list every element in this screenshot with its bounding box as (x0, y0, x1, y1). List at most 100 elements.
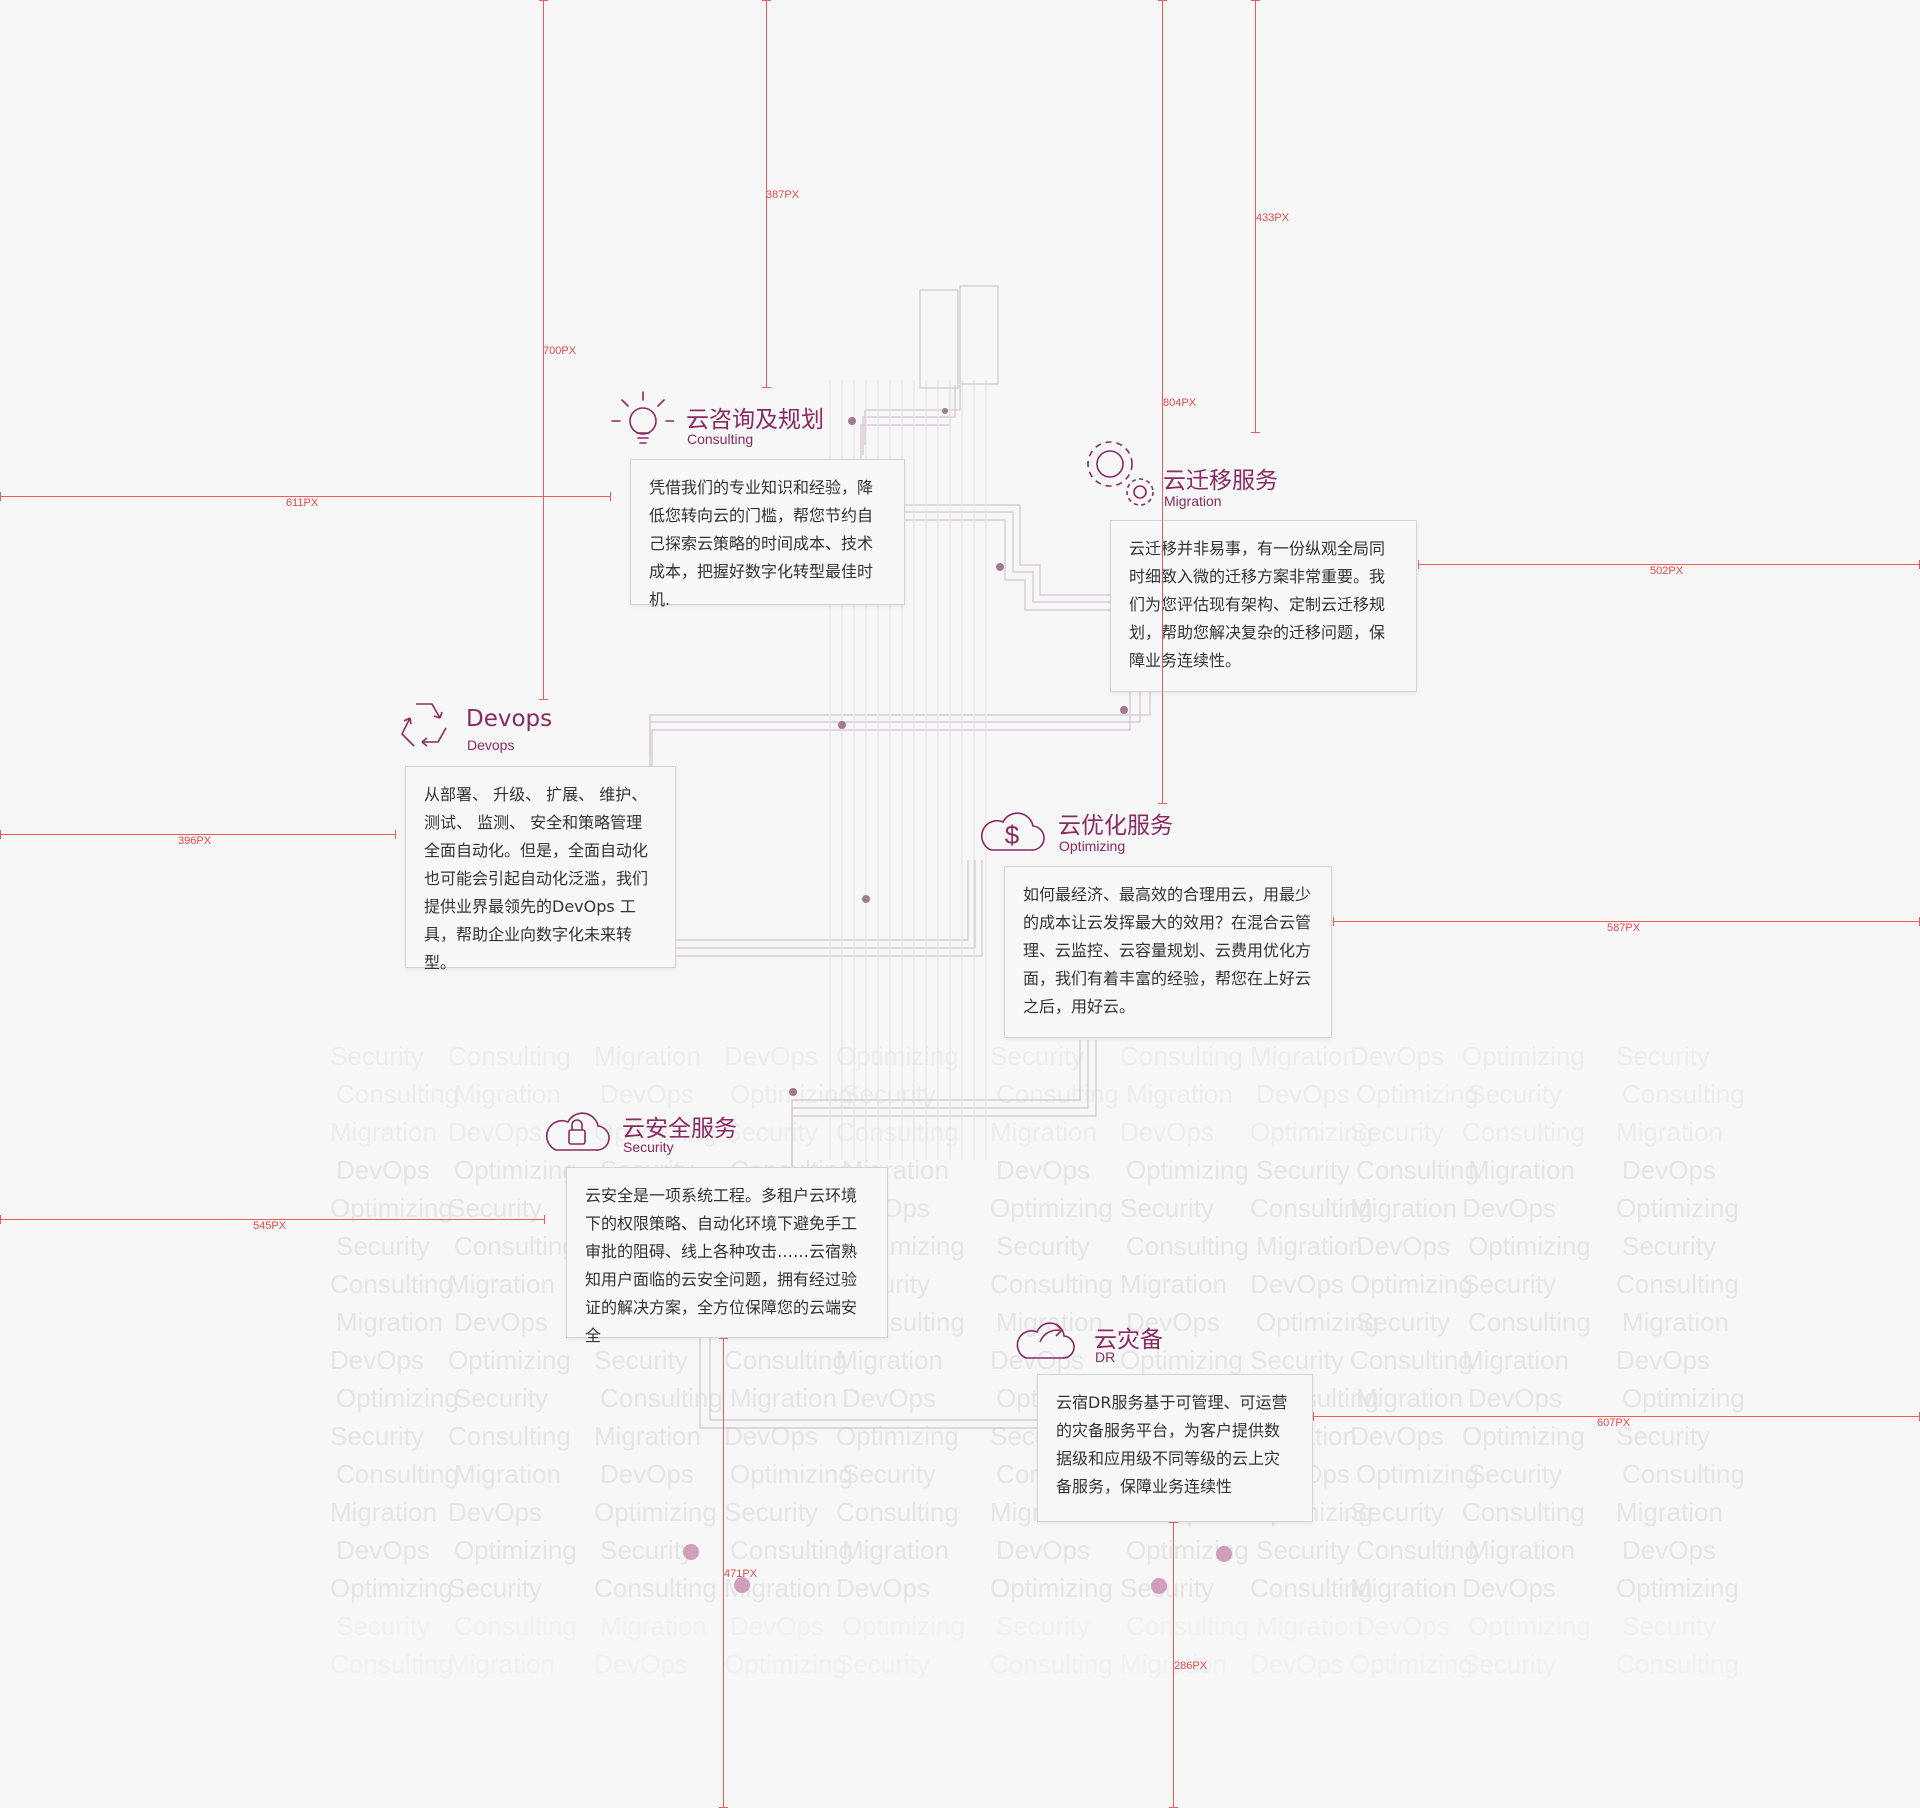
watermark-word: Consulting (448, 1041, 571, 1071)
circuit-trace (905, 511, 1151, 603)
watermark-word: Security (1350, 1117, 1444, 1147)
watermark-word: Security (724, 1117, 818, 1147)
service-card-security: 云安全是一项系统工程。多租户云环境下的权限策略、自动化环境下避免手工审批的阻碍、… (566, 1167, 888, 1345)
watermark-word: Security (1256, 1535, 1350, 1565)
watermark-word: Optimizing (1250, 1117, 1373, 1147)
service-title-security: 云安全服务 (622, 1116, 737, 1142)
watermark-word: Security (996, 1611, 1090, 1641)
watermark-word: Consulting (330, 1269, 453, 1299)
watermark-word: DevOps (1256, 1079, 1350, 1109)
service-title-migration: 云迁移服务 (1163, 468, 1278, 494)
watermark-word: DevOps (724, 1421, 818, 1451)
watermark-word: Consulting (990, 1269, 1113, 1299)
watermark-word: DevOps (730, 1611, 824, 1641)
circuit-node-dot (862, 895, 870, 903)
measure-label-700: 700PX (543, 345, 577, 357)
service-title-dr: 云灾备 (1094, 1327, 1163, 1353)
service-card-dr: 云宿DR服务基于可管理、可运营的灾备服务平台，为客户提供数据级和应用级不同等级的… (1037, 1374, 1313, 1522)
measure-label-396: 396PX (178, 835, 212, 847)
watermark-word: Security (1462, 1269, 1556, 1299)
watermark-word: Consulting (1462, 1117, 1585, 1147)
service-text-optimizing: 如何最经济、最高效的合理用云，用最少的成本让云发挥最大的效用？在混合云管理、云监… (1023, 885, 1312, 1016)
watermark-word: Migration (1616, 1497, 1723, 1527)
watermark-word: DevOps (454, 1307, 548, 1337)
watermark-word: Optimizing (448, 1345, 571, 1375)
watermark-word: Migration (730, 1383, 837, 1413)
service-text-consulting: 凭借我们的专业知识和经验，降低您转向云的门槛，帮您节约自己探索云策略的时间成本、… (649, 478, 874, 609)
watermark-word: DevOps (996, 1155, 1090, 1185)
watermark-word: DevOps (1468, 1383, 1562, 1413)
watermark-word: DevOps (1126, 1307, 1220, 1337)
service-card-migration: 云迁移并非易事，有一份纵观全局同时细致入微的迁移方案非常重要。我们为您评估现有架… (1110, 520, 1417, 692)
watermark-word: Security (448, 1573, 542, 1603)
watermark-word: Migration (1468, 1535, 1575, 1565)
measure-line-611 (0, 492, 611, 501)
circuit-trace (651, 690, 1131, 780)
watermark-word: Consulting (1356, 1155, 1479, 1185)
watermark-word: Security (1356, 1307, 1450, 1337)
watermark-word: DevOps (330, 1345, 424, 1375)
circuit-node-dot (996, 563, 1004, 571)
watermark-word: Optimizing (1350, 1269, 1473, 1299)
watermark-word: Optimizing (1616, 1193, 1739, 1223)
circuit-trace (862, 385, 956, 455)
service-text-migration: 云迁移并非易事，有一份纵观全局同时细致入微的迁移方案非常重要。我们为您评估现有架… (1129, 539, 1386, 670)
service-subtitle-security: Security (623, 1139, 674, 1155)
measure-label-804: 804PX (1163, 397, 1197, 409)
measure-label-286: 286PX (1174, 1660, 1208, 1672)
circuit-trace (699, 1338, 1040, 1429)
cloud-dollar-icon: $ (977, 800, 1047, 860)
measure-line-396 (0, 830, 396, 839)
measure-label-607: 607PX (1597, 1417, 1631, 1429)
measure-label-545: 545PX (253, 1220, 287, 1232)
watermark-word: Security (724, 1497, 818, 1527)
service-subtitle-migration: Migration (1164, 493, 1222, 509)
watermark-word: Security (1616, 1421, 1710, 1451)
watermark-word: Optimizing (454, 1155, 577, 1185)
watermark-word: Security (336, 1611, 430, 1641)
watermark-word: Migration (1468, 1155, 1575, 1185)
watermark-word: Consulting (1126, 1611, 1249, 1641)
watermark-word: Optimizing (330, 1193, 453, 1223)
watermark-word: DevOps (1356, 1231, 1450, 1261)
watermark-word: Optimizing (594, 1497, 717, 1527)
watermark-word: Migration (594, 1421, 701, 1451)
service-subtitle-optimizing: Optimizing (1059, 838, 1126, 854)
watermark-word: Migration (1350, 1193, 1457, 1223)
watermark-word: Optimizing (730, 1459, 853, 1489)
watermark-word: Consulting (330, 1649, 453, 1679)
watermark-word: Migration (448, 1649, 555, 1679)
watermark-word: Security (454, 1383, 548, 1413)
watermark-word: DevOps (1616, 1345, 1710, 1375)
watermark-word: Security (1468, 1459, 1562, 1489)
watermark-word: Migration (842, 1535, 949, 1565)
watermark-word: DevOps (336, 1535, 430, 1565)
watermark-word: Consulting (1126, 1231, 1249, 1261)
circuit-node-dot (942, 408, 948, 414)
watermark-word: DevOps (1622, 1155, 1716, 1185)
watermark-word: Consulting (1350, 1345, 1473, 1375)
watermark-word: Security (1120, 1193, 1214, 1223)
watermark-word: Migration (1622, 1307, 1729, 1337)
watermark-word: Security (842, 1079, 936, 1109)
circuit-trace (905, 504, 1155, 596)
watermark-word: DevOps (1250, 1269, 1344, 1299)
watermark-word: Consulting (1250, 1573, 1373, 1603)
watermark-word: DevOps (448, 1117, 542, 1147)
watermark-word: Consulting (1616, 1649, 1739, 1679)
watermark-word: Security (336, 1231, 430, 1261)
gears-icon (1078, 432, 1158, 512)
watermark-word: Optimizing (990, 1573, 1113, 1603)
watermark-word: DevOps (842, 1383, 936, 1413)
watermark-word: Optimizing (1468, 1231, 1591, 1261)
watermark-word: Security (1256, 1155, 1350, 1185)
watermark-word: Optimizing (1256, 1307, 1379, 1337)
service-subtitle-consulting: Consulting (687, 431, 754, 447)
server-rack (919, 289, 959, 389)
watermark-word: Optimizing (1622, 1383, 1745, 1413)
circuit-trace (676, 860, 976, 949)
circuit-trace (676, 860, 969, 941)
circuit-node-dot (789, 1088, 797, 1096)
